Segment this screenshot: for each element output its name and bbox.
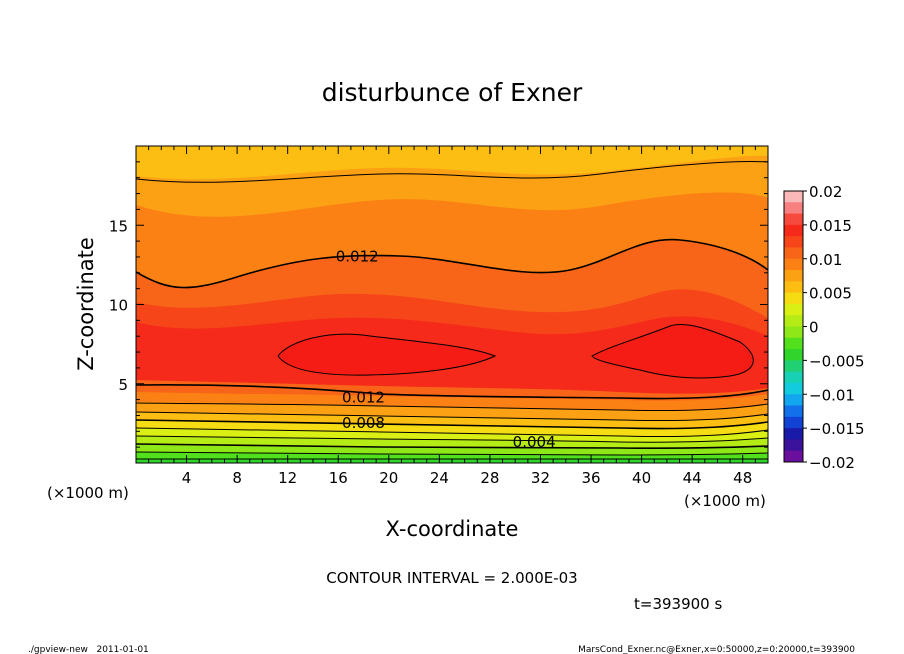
colorbar-segment (784, 337, 803, 350)
colorbar-segment (784, 450, 803, 463)
contour-label: 0.004 (513, 433, 556, 451)
colorbar-segment (784, 360, 803, 373)
colorbar-tick-label: 0.02 (809, 183, 842, 201)
x-tick-label: 28 (480, 469, 499, 487)
colorbar-segment (784, 371, 803, 384)
contour-labels: 0.012 0.012 0.008 0.004 (336, 247, 556, 451)
colorbar-segment (784, 303, 803, 316)
colorbar-segment (784, 416, 803, 429)
colorbar-segment (784, 224, 803, 237)
footer-right: MarsCond_Exner.nc@Exner,x=0:50000,z=0:20… (578, 645, 855, 654)
colorbar-segment (784, 258, 803, 271)
colorbar-tick-label: −0.015 (809, 420, 865, 438)
y-axis-label: Z-coordinate (74, 237, 98, 371)
y-tick-label: 15 (109, 217, 128, 235)
x-tick-label: 20 (379, 469, 398, 487)
time-label: t=393900 s (634, 595, 722, 613)
colorbar (784, 191, 803, 463)
x-tick-label: 48 (733, 469, 752, 487)
x-axis-label: X-coordinate (386, 517, 519, 541)
colorbar-segment (784, 213, 803, 226)
colorbar-tick-label: −0.005 (809, 352, 865, 370)
colorbar-segment (784, 247, 803, 260)
colorbar-tick-label: 0.015 (809, 217, 852, 235)
x-tick-label: 8 (232, 469, 242, 487)
x-tick-label: 12 (278, 469, 297, 487)
band-0.015-right (592, 324, 754, 378)
colorbar-segment (784, 270, 803, 282)
colorbar-segment (784, 394, 803, 407)
colorbar-segment (784, 202, 803, 215)
x-unit-left: (×1000 m) (47, 484, 129, 502)
colorbar-tick-label: −0.02 (809, 454, 855, 472)
colorbar-tick-label: 0 (809, 319, 819, 337)
chart-title: disturbunce of Exner (322, 78, 583, 107)
x-tick-label: 44 (683, 469, 702, 487)
x-tick-label: 24 (430, 469, 449, 487)
colorbar-tick-label: 0.005 (809, 285, 852, 303)
colorbar-segment (784, 292, 803, 305)
colorbar-tick-label: 0.01 (809, 251, 842, 269)
x-tick-label: 32 (531, 469, 550, 487)
y-tick-label: 10 (109, 297, 128, 315)
contour-label: 0.012 (336, 247, 379, 265)
colorbar-segment (784, 191, 803, 203)
colorbar-tick-label: −0.01 (809, 386, 855, 404)
contour-lines (136, 161, 768, 460)
colorbar-segment (784, 405, 803, 418)
colorbar-segment (784, 315, 803, 327)
colorbar-segment (784, 382, 803, 395)
x-tick-label: 40 (632, 469, 651, 487)
y-tick-label: 5 (118, 376, 128, 394)
y-axis-ticks: 5 10 15 (109, 161, 768, 448)
plot-area (136, 146, 768, 463)
colorbar-segment (784, 439, 803, 452)
x-axis-ticks: 4 8 12 16 20 24 28 32 36 40 44 48 (148, 146, 756, 487)
x-tick-label: 4 (182, 469, 192, 487)
footer-left: ./gpview-new 2011-01-01 (28, 645, 149, 654)
colorbar-segment (784, 281, 803, 294)
x-unit-right: (×1000 m) (684, 492, 766, 510)
contour-interval: CONTOUR INTERVAL = 2.000E-03 (326, 569, 577, 587)
x-tick-label: 16 (329, 469, 348, 487)
colorbar-segment (784, 349, 803, 361)
contour-label: 0.008 (342, 414, 385, 432)
contour-label: 0.012 (342, 388, 385, 406)
colorbar-segment (784, 326, 803, 339)
colorbar-ticks: 0.02 0.015 0.01 0.005 0 −0.005 −0.01 −0.015 −0.0… (803, 183, 865, 472)
colorbar-segment (784, 428, 803, 440)
x-tick-label: 36 (581, 469, 600, 487)
colorbar-segment (784, 236, 803, 248)
